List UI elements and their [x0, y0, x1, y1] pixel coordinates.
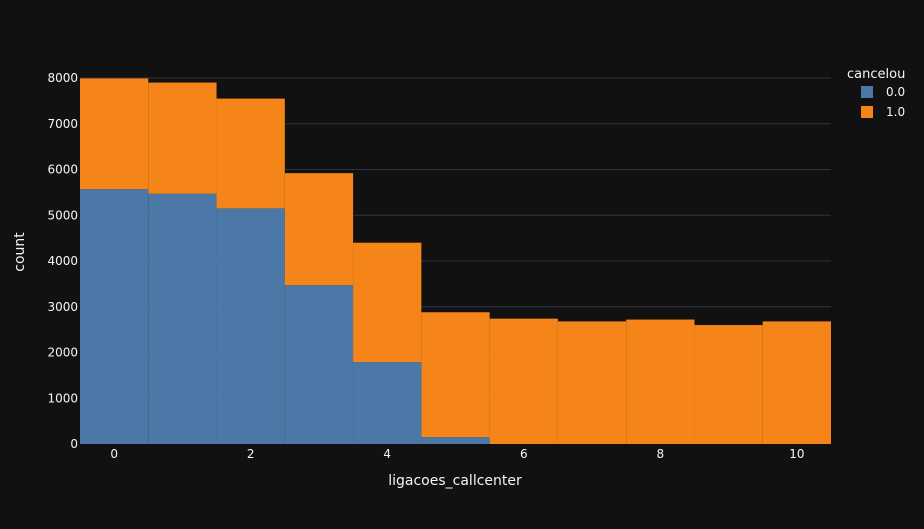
bar-series-1-bin-10[interactable] — [762, 321, 831, 444]
x-tick-label: 8 — [656, 447, 664, 461]
legend-title: cancelou — [847, 67, 905, 82]
x-tick-label: 10 — [789, 447, 804, 461]
y-tick-label: 7000 — [47, 117, 78, 131]
bar-series-1-bin-4[interactable] — [353, 242, 422, 363]
x-tick-label: 6 — [520, 447, 528, 461]
bar-series-1-bin-2[interactable] — [216, 98, 285, 209]
y-tick-label: 2000 — [47, 346, 78, 360]
bar-series-1-bin-8[interactable] — [626, 319, 695, 444]
bar-series-0-bin-4[interactable] — [353, 362, 422, 444]
legend[interactable]: cancelou 0.0 1.0 — [847, 67, 905, 119]
y-tick-label: 1000 — [47, 391, 78, 405]
y-tick-label: 8000 — [47, 71, 78, 85]
bar-series-1-bin-3[interactable] — [284, 173, 354, 286]
bar-series-1-bin-0[interactable] — [80, 78, 149, 190]
x-tick-label: 2 — [247, 447, 255, 461]
legend-swatch-1[interactable] — [861, 106, 873, 118]
bar-series-1-bin-7[interactable] — [557, 321, 627, 444]
bar-series-0-bin-3[interactable] — [284, 285, 354, 444]
x-tick-label: 0 — [110, 447, 118, 461]
bars-layer[interactable] — [80, 78, 831, 444]
x-tick-label: 4 — [383, 447, 391, 461]
legend-swatch-0[interactable] — [861, 86, 873, 98]
bar-series-0-bin-0[interactable] — [80, 189, 149, 444]
y-tick-label: 0 — [70, 437, 78, 451]
x-axis-ticks: 0 2 4 6 8 10 — [110, 447, 804, 461]
bar-series-0-bin-2[interactable] — [216, 208, 285, 444]
y-tick-label: 5000 — [47, 208, 78, 222]
bar-series-1-bin-5[interactable] — [421, 312, 490, 438]
bar-series-0-bin-1[interactable] — [148, 193, 217, 444]
x-axis-title: ligacoes_callcenter — [388, 473, 522, 489]
y-tick-label: 6000 — [47, 163, 78, 177]
bar-series-0-bin-5[interactable] — [421, 437, 490, 444]
bar-series-1-bin-1[interactable] — [148, 82, 217, 194]
y-axis-title: count — [12, 232, 28, 272]
legend-label-0[interactable]: 0.0 — [886, 85, 905, 99]
y-axis-ticks: 0 1000 2000 3000 4000 5000 6000 7000 8000 — [47, 71, 78, 451]
bar-series-1-bin-9[interactable] — [694, 325, 763, 444]
y-tick-label: 4000 — [47, 254, 78, 268]
legend-label-1[interactable]: 1.0 — [886, 105, 905, 119]
y-tick-label: 3000 — [47, 300, 78, 314]
bar-series-1-bin-6[interactable] — [489, 318, 558, 444]
